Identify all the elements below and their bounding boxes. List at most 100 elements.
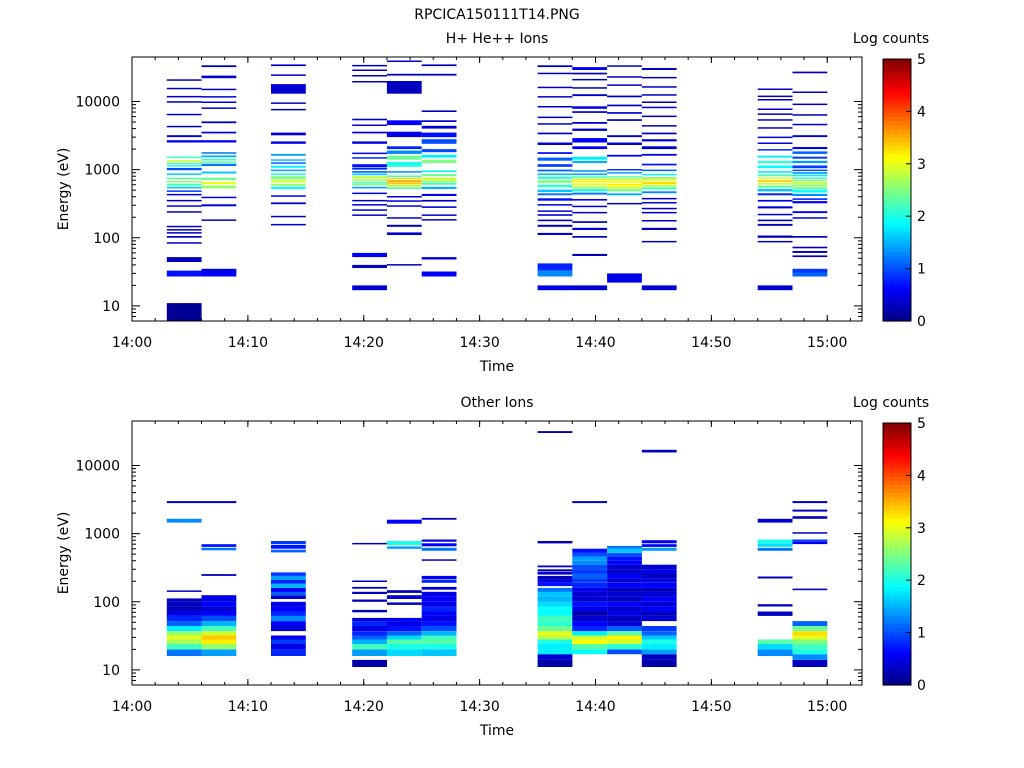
heatmap-cell	[352, 542, 387, 545]
heatmap-cell	[271, 611, 306, 616]
heatmap-cell	[201, 595, 237, 602]
heatmap-cell	[421, 110, 457, 112]
heatmap-cell	[641, 601, 677, 607]
heatmap-cell	[572, 236, 608, 238]
colorbar-swatch	[883, 537, 911, 543]
heatmap-cell	[641, 169, 677, 172]
heatmap-cell	[421, 547, 457, 551]
heatmap-cell	[792, 635, 828, 640]
heatmap-cell	[757, 180, 793, 182]
colorbar-swatch	[883, 316, 911, 322]
colorbar-swatch	[883, 660, 911, 666]
heatmap-cell	[271, 132, 306, 136]
heatmap-cell	[166, 303, 202, 321]
colorbar-swatch	[883, 161, 911, 167]
colorbar-swatch	[883, 484, 911, 490]
colorbar-swatch	[883, 500, 911, 506]
heatmap-cell	[792, 649, 828, 655]
x-tick-label: 14:00	[112, 335, 152, 351]
heatmap-cell	[641, 644, 677, 650]
heatmap-cell	[166, 173, 202, 175]
heatmap-cell	[572, 87, 608, 89]
heatmap-cell	[607, 548, 642, 553]
colorbar-swatch	[883, 549, 911, 555]
colorbar-swatch	[883, 63, 911, 68]
colorbar-swatch	[883, 300, 911, 306]
colorbar-swatch	[883, 664, 911, 670]
y-tick-label: 10	[102, 663, 120, 679]
heatmap-cell	[421, 170, 457, 173]
heatmap-cell	[166, 167, 202, 171]
heatmap-cell	[201, 96, 237, 98]
heatmap-cell	[386, 177, 422, 180]
heatmap-cell	[201, 219, 237, 221]
heatmap-cell	[757, 155, 793, 158]
colorbar-swatch	[883, 541, 911, 547]
heatmap-cell	[352, 171, 387, 173]
heatmap-cell	[386, 200, 422, 202]
heatmap-cell	[421, 644, 457, 650]
heatmap-cell	[271, 141, 306, 144]
heatmap-cell	[271, 64, 306, 67]
heatmap-cell	[271, 595, 306, 599]
heatmap-cell	[537, 224, 573, 227]
colorbar-swatch	[883, 128, 911, 134]
colorbar-swatch	[883, 271, 911, 277]
heatmap-cell	[641, 569, 677, 574]
colorbar-swatch	[883, 508, 911, 514]
heatmap-cell	[201, 101, 237, 103]
heatmap-cell	[757, 604, 793, 607]
heatmap-cell	[607, 615, 642, 622]
x-tick-label: 14:50	[691, 335, 731, 351]
heatmap-cell	[201, 611, 237, 616]
heatmap-cell	[757, 644, 793, 650]
heatmap-cell	[201, 621, 237, 626]
heatmap-cell	[352, 179, 387, 181]
colorbar-swatch	[883, 235, 911, 240]
colorbar-swatch	[883, 635, 911, 641]
x-tick-label: 14:00	[112, 699, 152, 715]
heatmap-cell	[201, 177, 237, 181]
heatmap-cell	[607, 183, 642, 186]
colorbar-swatch	[883, 627, 911, 633]
heatmap-cell	[757, 99, 793, 101]
heatmap-cell	[572, 178, 608, 181]
heatmap-cell	[271, 545, 306, 549]
heatmap-cell	[201, 639, 237, 644]
heatmap-cell	[166, 606, 202, 612]
heatmap-cell	[421, 575, 457, 580]
heatmap-cell	[352, 635, 387, 640]
heatmap-cell	[271, 615, 306, 622]
colorbar-swatch	[883, 190, 911, 195]
heatmap-cell	[166, 181, 202, 183]
colorbar-swatch	[883, 95, 911, 101]
heatmap-cell	[757, 136, 793, 139]
colorbar-swatch	[883, 554, 911, 559]
colorbar-swatch	[883, 594, 911, 600]
heatmap-cell	[792, 541, 828, 545]
heatmap-cell	[537, 582, 573, 587]
y-tick-label: 100	[93, 231, 120, 247]
colorbar-swatch	[883, 214, 911, 220]
heatmap-cell	[352, 81, 387, 83]
heatmap-cell	[271, 165, 306, 168]
colorbar-swatch	[883, 104, 911, 109]
heatmap-cell	[271, 583, 306, 588]
heatmap-cell	[537, 219, 573, 222]
heatmap-cell	[271, 549, 306, 553]
heatmap-cell	[166, 160, 202, 162]
heatmap-cell	[201, 159, 237, 161]
heatmap-cell	[166, 95, 202, 98]
heatmap-cell	[201, 601, 237, 607]
heatmap-cell	[792, 190, 828, 193]
heatmap-cell	[641, 582, 677, 588]
heatmap-cell	[166, 165, 202, 167]
heatmap-cell	[386, 595, 422, 599]
heatmap-cell	[607, 560, 642, 565]
colorbar-swatch	[883, 304, 911, 310]
heatmap-cell	[792, 217, 828, 219]
colorbar-swatch	[883, 476, 911, 481]
colorbar-swatch	[883, 259, 911, 265]
heatmap-cell	[641, 635, 677, 640]
heatmap-cell	[757, 149, 793, 151]
